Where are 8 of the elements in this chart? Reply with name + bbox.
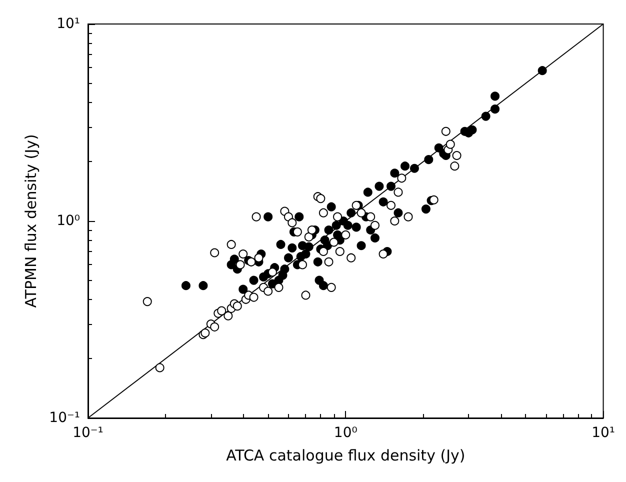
y-axis-title: ATPMN flux density (Jy) [22,134,40,308]
x-tick-label: 10⁻¹ [72,425,104,441]
y-tick-label: 10¹ [56,16,80,32]
y-tick-label: 10⁰ [56,213,80,229]
x-axis-title: ATCA catalogue flux density (Jy) [226,446,466,464]
y-tick-label: 10⁻¹ [49,410,80,426]
x-tick-label: 10⁰ [334,425,358,441]
x-tick-label: 10¹ [592,425,616,441]
